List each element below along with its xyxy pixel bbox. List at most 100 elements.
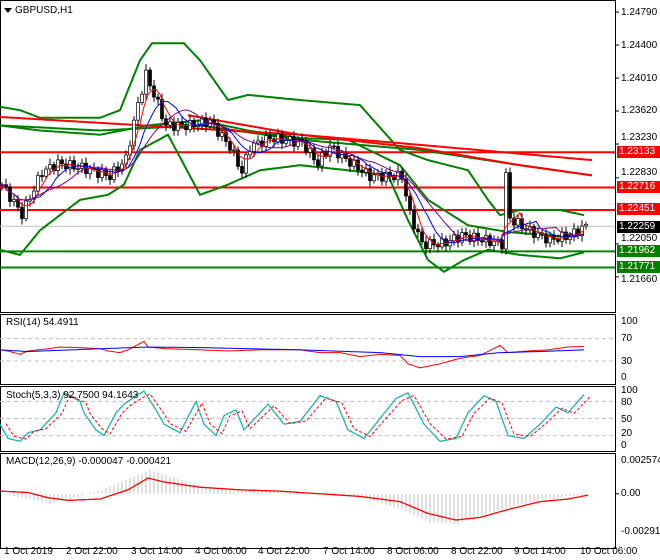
candle	[60, 159, 64, 165]
candle	[424, 241, 428, 250]
candle	[184, 124, 188, 131]
candle	[44, 168, 48, 177]
candle	[368, 168, 372, 182]
ma-red-line-2	[187, 114, 593, 177]
candle	[52, 164, 56, 172]
candle	[224, 132, 228, 142]
candle	[292, 136, 296, 147]
candle	[108, 175, 112, 180]
current-price-label: 1.22259	[617, 221, 660, 233]
candle	[284, 140, 288, 144]
rsi-title: RSI(14) 54.4911	[6, 317, 79, 328]
rsi-line	[0, 340, 585, 369]
macd-tick: 0.002574	[621, 455, 660, 466]
time-label: 7 Oct 14:00	[323, 546, 375, 557]
bollinger-lower-line	[0, 133, 585, 274]
time-label: 8 Oct 06:00	[387, 546, 439, 557]
time-label: 2 Oct 22:00	[66, 546, 118, 557]
candle	[256, 140, 260, 144]
candle	[452, 234, 456, 241]
candle	[220, 132, 224, 137]
level-label-green: 1.21962	[617, 245, 660, 257]
candle	[584, 224, 588, 227]
macd-tick: -0.002913	[621, 526, 660, 537]
candle	[308, 147, 312, 153]
candle	[556, 238, 560, 242]
stoch-title: Stoch(5,3,3) 92.7500 94.1643	[6, 390, 139, 401]
candle	[200, 117, 204, 127]
symbol-title[interactable]: GBPUSD,H1	[4, 5, 73, 16]
candle	[176, 121, 180, 131]
price-tick: 1.23230	[621, 132, 658, 143]
main-panel-frame	[0, 0, 616, 313]
price-tick: 1.24010	[621, 73, 658, 84]
candle	[504, 172, 508, 250]
stoch-tick: 100	[621, 385, 638, 396]
candle	[312, 147, 316, 161]
candle	[404, 178, 408, 197]
candle	[216, 122, 220, 137]
candle	[136, 102, 140, 121]
time-label: 10 Oct 06:00	[580, 546, 638, 557]
candle	[480, 240, 484, 243]
level-label-red: 1.22716	[617, 181, 660, 193]
stoch-main-line	[0, 390, 585, 443]
rsi-tick: 100	[621, 316, 638, 327]
candle	[88, 168, 92, 174]
candle	[48, 164, 52, 170]
time-label: 3 Oct 14:00	[131, 546, 183, 557]
candle	[536, 232, 540, 238]
candle	[244, 154, 248, 174]
candle	[416, 228, 420, 233]
candle	[360, 169, 364, 173]
candle	[500, 239, 504, 250]
candle	[544, 233, 548, 244]
candle	[436, 244, 440, 248]
stoch-tick: 80	[621, 397, 633, 408]
candle	[572, 228, 576, 237]
candle	[116, 166, 120, 172]
price-tick: 1.22050	[621, 233, 658, 244]
candle	[40, 175, 44, 177]
candle	[412, 209, 416, 230]
candle	[420, 231, 424, 243]
candle	[144, 69, 148, 95]
candle	[204, 117, 208, 127]
stoch-tick: 50	[621, 414, 633, 425]
candle	[180, 121, 184, 125]
candle	[456, 234, 460, 243]
candle	[32, 190, 36, 200]
macd-signal-line	[0, 477, 589, 521]
macd-tick: 0.00	[621, 488, 641, 499]
candle	[232, 149, 236, 152]
rsi-tick: 0	[621, 372, 627, 383]
dropdown-triangle-icon[interactable]	[4, 8, 12, 13]
candle	[156, 96, 160, 100]
ma-mid-line	[0, 101, 585, 243]
candle	[12, 199, 16, 202]
rsi-ma-line	[0, 346, 585, 358]
candle	[408, 195, 412, 211]
level-label-red: 1.22451	[617, 203, 660, 215]
price-tick: 1.21660	[621, 274, 658, 285]
rsi-tick: 30	[621, 356, 633, 367]
candle	[236, 149, 240, 167]
time-label: 4 Oct 06:00	[195, 546, 247, 557]
candle	[372, 174, 376, 182]
stoch-tick: 0	[621, 440, 627, 451]
candle	[348, 158, 352, 167]
candle	[228, 141, 232, 151]
candle	[444, 238, 448, 247]
candle	[20, 206, 24, 220]
stoch-tick: 20	[621, 428, 633, 439]
price-tick: 1.22830	[621, 167, 658, 178]
time-label: 1 Oct 2019	[4, 546, 53, 557]
ma-slow-line	[0, 109, 585, 242]
candle	[168, 121, 172, 126]
candle	[248, 150, 252, 156]
candle	[548, 235, 552, 244]
candle	[464, 232, 468, 236]
candle	[76, 168, 80, 170]
candle	[276, 133, 280, 143]
